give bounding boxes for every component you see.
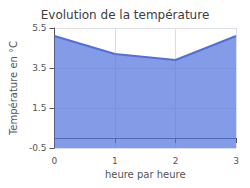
svg-text:-0.5: -0.5: [29, 143, 47, 153]
svg-text:0: 0: [52, 156, 58, 166]
svg-text:2: 2: [173, 156, 179, 166]
svg-text:5.5: 5.5: [32, 23, 46, 33]
svg-text:Evolution de la température: Evolution de la température: [41, 8, 210, 22]
svg-text:1.5: 1.5: [32, 103, 46, 113]
svg-text:3: 3: [233, 156, 239, 166]
svg-text:1: 1: [112, 156, 118, 166]
svg-text:heure par heure: heure par heure: [105, 169, 186, 180]
svg-text:3.5: 3.5: [32, 63, 46, 73]
svg-text:Température en °C: Température en °C: [8, 41, 19, 136]
